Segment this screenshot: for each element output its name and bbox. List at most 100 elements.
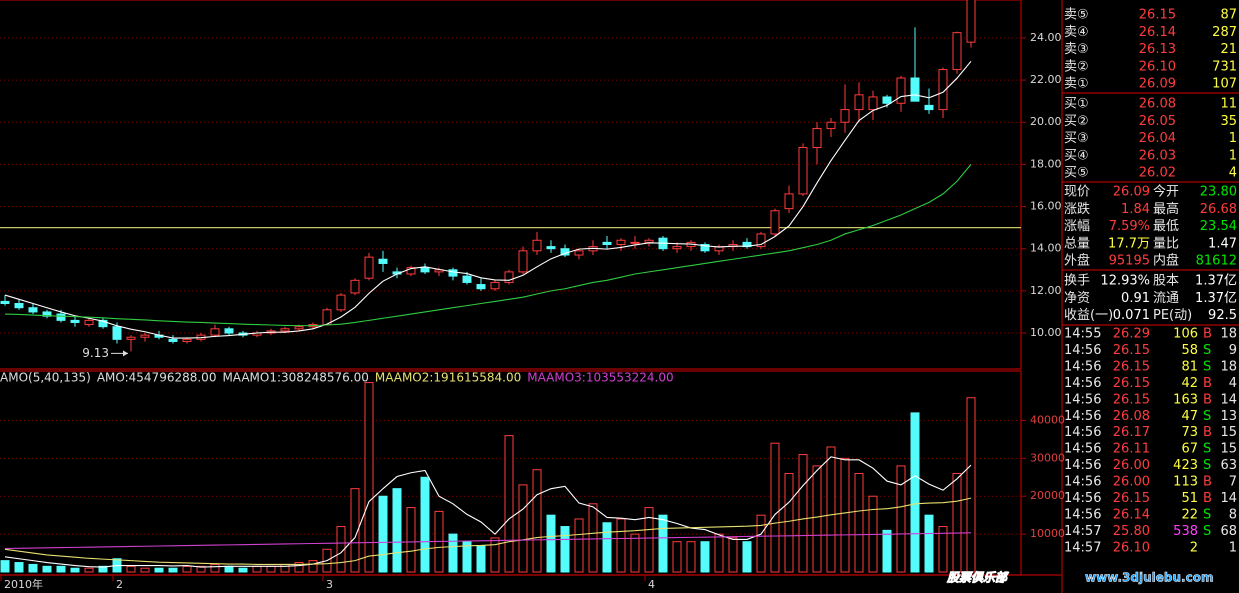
x-tick-label: 2010年 — [4, 577, 43, 591]
stat-label: 最低 — [1153, 219, 1179, 234]
order-volume: 35 — [1220, 114, 1237, 129]
volume-bar — [924, 514, 934, 573]
volume-bar — [826, 446, 836, 573]
trade-volume: 22 — [1181, 507, 1198, 522]
low-annotation: 9.13 — [82, 346, 109, 360]
legend-entry: AMO:454796288.00 — [97, 371, 217, 385]
stat-value: 95195 — [1109, 254, 1150, 269]
order-price: 26.14 — [1139, 25, 1176, 40]
candle-body — [812, 128, 822, 149]
trade-time: 14:56 — [1064, 491, 1101, 506]
candle-body — [938, 69, 948, 111]
y-tick-label: 10000 — [1030, 527, 1065, 540]
legend-entry: MAAMO3:103553224.00 — [527, 371, 673, 385]
order-label: 卖④ — [1064, 25, 1089, 40]
stat-value: 92.5 — [1208, 308, 1237, 323]
order-price: 26.04 — [1139, 131, 1176, 146]
trade-volume: 2 — [1190, 540, 1198, 555]
volume-bar — [798, 454, 808, 573]
trade-price: 26.15 — [1113, 491, 1150, 506]
trade-side: S — [1203, 442, 1211, 457]
candle-body — [350, 279, 360, 294]
stat-value: 81612 — [1196, 254, 1237, 269]
y-tick-label: 40000 — [1030, 413, 1065, 426]
volume-bar — [574, 518, 584, 573]
stat-value: 23.54 — [1200, 219, 1237, 234]
candle-body — [476, 284, 486, 290]
candle-body — [28, 307, 38, 313]
volume-bar — [588, 503, 598, 573]
volume-bar — [896, 465, 906, 573]
trade-side: B — [1203, 392, 1212, 407]
volume-bar — [406, 507, 416, 573]
candle-body — [420, 267, 430, 273]
candle-body — [644, 239, 654, 243]
volume-bar — [168, 567, 178, 573]
stat-value: 12.93% — [1100, 274, 1150, 289]
candle-body — [672, 246, 682, 250]
stat-label: 净资 — [1064, 291, 1090, 306]
y-tick-label: 18.00 — [1030, 157, 1062, 170]
trade-count: 68 — [1220, 524, 1237, 539]
volume-bar — [560, 526, 570, 573]
order-label: 买② — [1064, 114, 1089, 129]
trade-time: 14:56 — [1064, 359, 1101, 374]
trade-time: 14:56 — [1064, 343, 1101, 358]
trade-volume: 538 — [1173, 524, 1198, 539]
volume-bar — [126, 565, 136, 573]
order-volume: 11 — [1220, 97, 1237, 112]
candle-body — [896, 77, 906, 104]
volume-bar — [98, 565, 108, 573]
trade-volume: 47 — [1181, 409, 1198, 424]
y-tick-label: 20.00 — [1030, 115, 1062, 128]
trade-time: 14:56 — [1064, 425, 1101, 440]
stat-label: PE(动) — [1153, 308, 1192, 323]
trade-volume: 73 — [1181, 425, 1198, 440]
trade-count: 63 — [1220, 458, 1237, 473]
trade-volume: 67 — [1181, 442, 1198, 457]
candle-body — [882, 96, 892, 104]
trade-price: 26.29 — [1113, 327, 1150, 342]
candle-body — [56, 313, 66, 321]
volume-bar — [392, 488, 402, 573]
stat-value: 26.68 — [1200, 202, 1237, 217]
volume-bar — [224, 565, 234, 573]
price-panel-frame — [0, 0, 1022, 370]
candle-body — [140, 334, 150, 338]
candle-body — [294, 326, 304, 330]
volume-bar — [700, 541, 710, 573]
candle-body — [546, 246, 556, 250]
order-volume: 287 — [1212, 25, 1237, 40]
volume-bar — [630, 533, 640, 573]
order-price: 26.09 — [1139, 77, 1176, 92]
trade-side: B — [1203, 376, 1212, 391]
y-tick-label: 20000 — [1030, 489, 1065, 502]
candle-body — [602, 241, 612, 245]
volume-bar — [602, 522, 612, 573]
trade-side: S — [1203, 409, 1211, 424]
volume-bar — [504, 435, 514, 573]
order-label: 卖② — [1064, 59, 1089, 74]
y-tick-label: 10.00 — [1030, 326, 1062, 339]
candle-body — [518, 250, 528, 273]
stat-label: 总量 — [1064, 236, 1090, 251]
trade-price: 26.15 — [1113, 359, 1150, 374]
trade-count: 18 — [1220, 359, 1237, 374]
watermark-url: www.3djulebu.com — [1085, 571, 1213, 585]
stat-value: 0.071 — [1113, 308, 1150, 323]
candle-body — [280, 328, 290, 332]
volume-bar — [308, 560, 318, 573]
x-tick-label: 4 — [648, 578, 655, 591]
order-label: 买④ — [1064, 148, 1089, 163]
trade-volume: 106 — [1173, 327, 1198, 342]
volume-bar — [756, 514, 766, 573]
order-volume: 21 — [1220, 42, 1237, 57]
stat-label: 外盘 — [1064, 253, 1090, 269]
candle-body — [966, 0, 976, 43]
volume-bar — [686, 541, 696, 573]
trade-time: 14:56 — [1064, 409, 1101, 424]
stat-value: 1.47 — [1208, 236, 1237, 251]
volume-bar — [518, 484, 528, 573]
volume-bar — [140, 567, 150, 573]
trade-time: 14:56 — [1064, 507, 1101, 522]
